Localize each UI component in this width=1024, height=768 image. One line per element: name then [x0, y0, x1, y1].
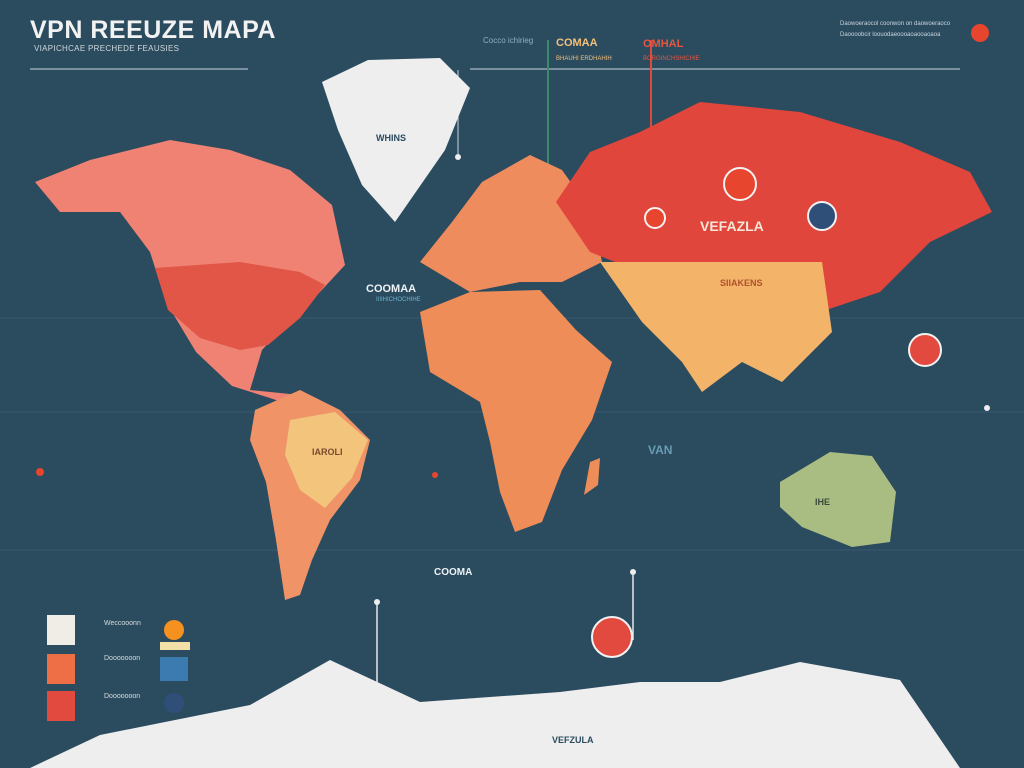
callout-right-sub: BORGINCHSHICHIE	[643, 56, 700, 62]
legend-swatch	[47, 654, 75, 684]
australia	[780, 452, 896, 547]
legend-swatch	[47, 691, 75, 721]
marker-east-russia[interactable]	[807, 201, 837, 231]
label-russia: VEFAZLA	[700, 218, 764, 234]
label-atlantic-sub: IIIIHICHOCHIHE	[376, 297, 421, 303]
legend-swatch-blue	[160, 657, 188, 681]
legend-bar	[160, 642, 190, 650]
africa	[420, 290, 612, 532]
label-southern-ocean: COOMA	[434, 567, 473, 578]
label-indian-ocean: VAN	[648, 443, 673, 457]
callout-mid: COMAA	[556, 37, 598, 49]
marker-pacific[interactable]	[908, 333, 942, 367]
label-antarctica: VEFZULA	[552, 735, 594, 745]
point-marker[interactable]	[455, 154, 461, 160]
flame-icon	[164, 620, 184, 640]
page-title: VPN REEUZE MAPA	[30, 16, 276, 44]
marker-europe-east[interactable]	[644, 207, 666, 229]
legend-dot	[164, 693, 184, 713]
label-australia: IHE	[815, 497, 831, 507]
point-marker[interactable]	[630, 569, 636, 575]
callout-right: OMHAL	[643, 38, 684, 50]
label-south-asia: SIIAKENS	[720, 278, 763, 288]
point-marker[interactable]	[432, 472, 438, 478]
europe	[420, 155, 602, 292]
label-brazil: IAROLI	[312, 447, 343, 457]
point-marker[interactable]	[36, 468, 44, 476]
point-marker[interactable]	[984, 405, 990, 411]
russia	[556, 102, 992, 312]
note-line-1: Daowoeraocol coonwon on daowoeraoco	[840, 21, 951, 27]
usa	[155, 262, 325, 350]
south-asia	[600, 262, 832, 392]
callout-left: Cocco ichirieg	[483, 36, 534, 45]
legend-swatch	[47, 615, 75, 645]
antarctica	[30, 660, 960, 768]
legend-label: Weccooonn	[104, 620, 141, 627]
legend-label: Dooooooon	[104, 655, 141, 662]
label-atlantic: COOMAA	[366, 283, 417, 295]
label-greenland: WHINS	[376, 133, 406, 143]
greenland	[322, 58, 470, 222]
legend-label: Dooooooon	[104, 693, 141, 700]
note-line-2: Daoooobcir loouodaeoooaoaooaoaoa	[840, 32, 941, 38]
page-subtitle: VIAPICHCAE PRECHEDE FEAUSIES	[34, 44, 180, 53]
header-dot	[971, 24, 989, 42]
marker-southern-ocean[interactable]	[591, 616, 633, 658]
point-marker[interactable]	[374, 599, 380, 605]
madagascar	[584, 458, 600, 495]
marker-russia[interactable]	[723, 167, 757, 201]
brazil	[285, 412, 368, 508]
callout-mid-sub: BHAUHI ERDHAHIH	[556, 56, 612, 62]
